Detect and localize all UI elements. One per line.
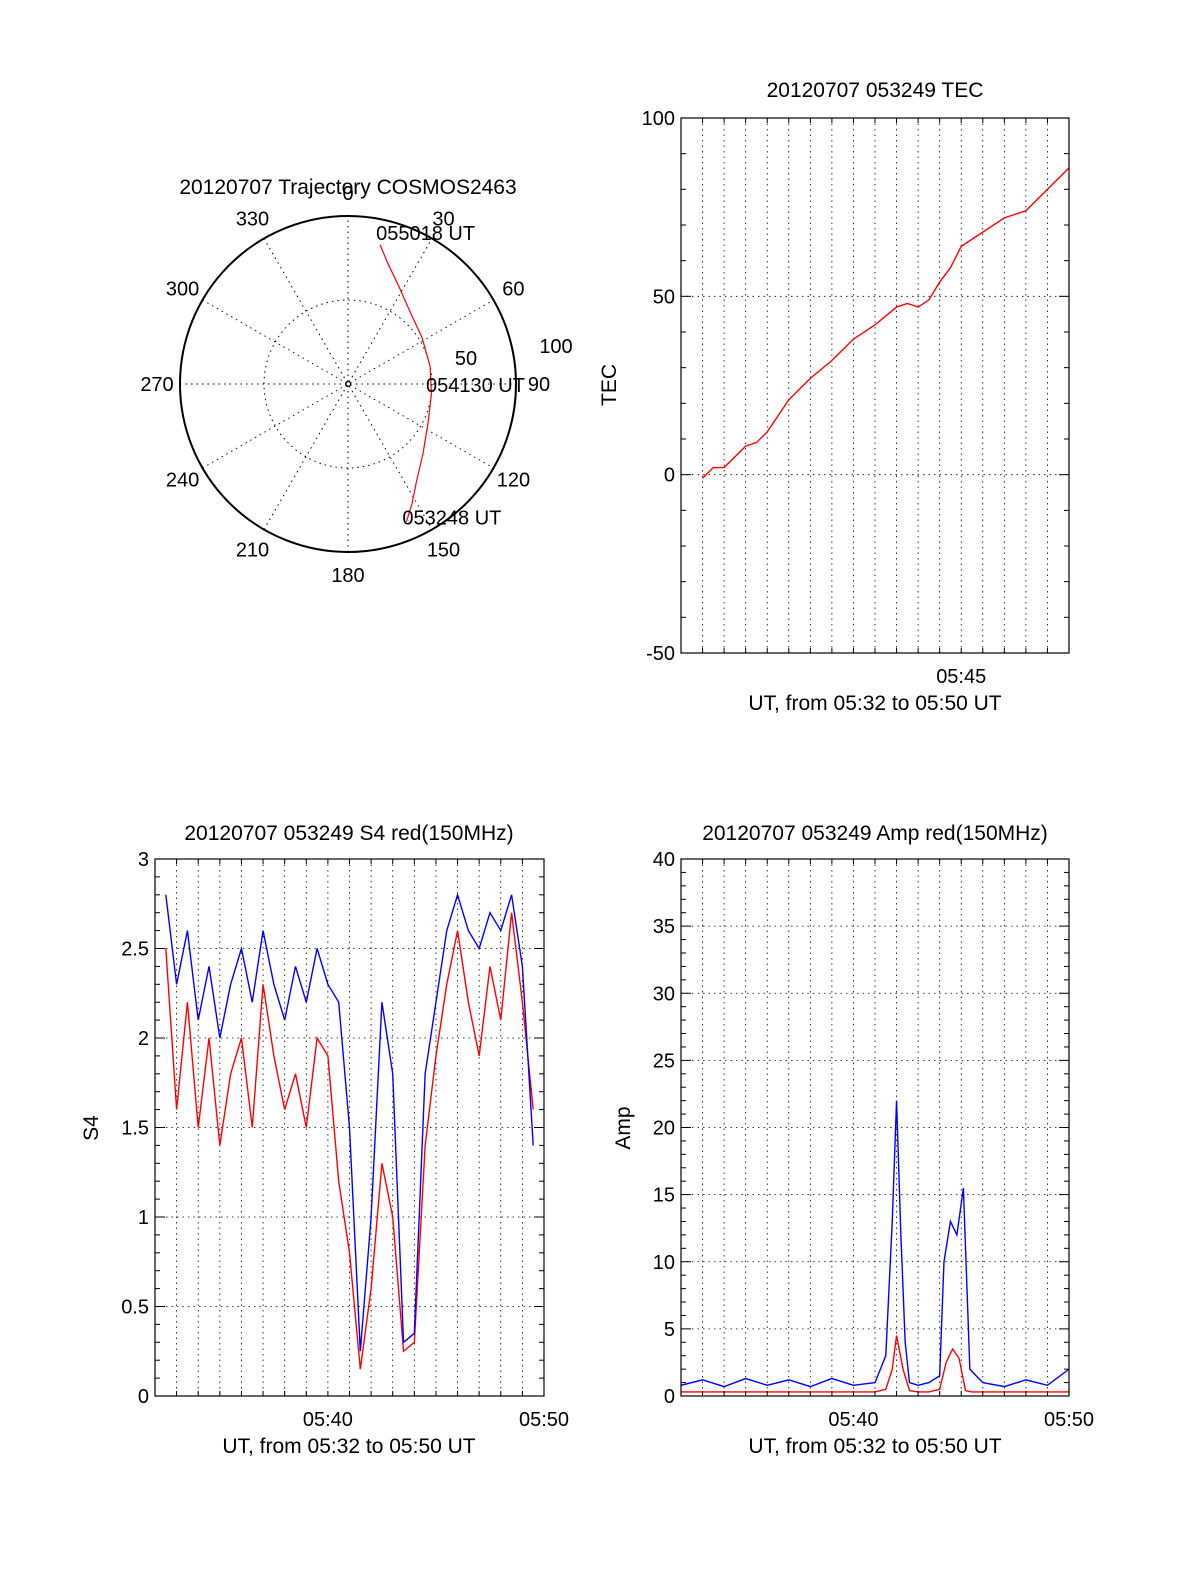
s4-x-tick-labels: 05:40 05:50 [303, 1409, 569, 1431]
tec-panel: 20120707 053249 TEC 100 50 0 -50 05:45 UT, … [598, 79, 1070, 715]
amp-series-line-1 [681, 1100, 1069, 1388]
s4-y-tick-label-2: 2 [138, 1028, 149, 1050]
tec-y-tick-labels: 100 50 0 -50 [642, 108, 675, 665]
amp-series [681, 1100, 1069, 1393]
tec-series [702, 167, 1069, 479]
tec-tick-marks [680, 117, 1070, 654]
s4-x-axis-label: UT, from 05:32 to 05:50 UT [222, 1435, 475, 1458]
s4-y-tick-label-3: 3 [138, 849, 149, 871]
amp-grid [681, 859, 1069, 1396]
amp-y-tick-label-40: 40 [653, 849, 675, 871]
polar-azimuth-label-120: 120 [497, 470, 530, 492]
s4-y-tick-label-1.5: 1.5 [121, 1118, 149, 1140]
amp-y-tick-label-15: 15 [653, 1185, 675, 1207]
s4-y-tick-label-2.5: 2.5 [121, 939, 149, 961]
tec-x-tick-labels: 05:45 [936, 666, 986, 688]
polar-spoke-150 [263, 238, 433, 530]
amp-y-tick-label-0: 0 [664, 1386, 675, 1408]
polar-outer-ring [179, 215, 517, 553]
polar-annotation-1: 054130 UT [426, 375, 525, 397]
s4-panel: 20120707 053249 S4 red(150MHz) 3 2.5 2 1.5 1… [80, 822, 569, 1458]
tec-y-tick-label--50: -50 [646, 643, 675, 665]
amp-y-tick-label-35: 35 [653, 916, 675, 938]
polar-annotations: 055018 UT 054130 UT 053248 UT [376, 223, 525, 530]
polar-azimuth-label-210: 210 [236, 539, 269, 561]
polar-center-mark [345, 381, 351, 387]
polar-trajectory-panel: 20120707 Trajectory COSMOS2463 0 30 60 90 12… [140, 176, 572, 587]
s4-series-line-1 [165, 892, 534, 1352]
tec-series-line-0 [702, 167, 1069, 479]
polar-annotation-2: 053248 UT [402, 508, 501, 530]
amp-x-tick-label: 05:40 [828, 1409, 878, 1431]
tec-y-tick-label-50: 50 [653, 286, 675, 308]
polar-azimuth-label-240: 240 [166, 470, 199, 492]
polar-series [379, 244, 432, 522]
amp-y-tick-label-25: 25 [653, 1050, 675, 1072]
polar-azimuth-label-60: 60 [502, 279, 524, 301]
s4-y-tick-label-0: 0 [138, 1386, 149, 1408]
s4-y-tick-labels: 3 2.5 2 1.5 1 0.5 0 [121, 849, 149, 1408]
s4-y-axis-label: S4 [80, 1115, 103, 1141]
polar-radial-label-100: 100 [539, 336, 572, 358]
polar-azimuth-label-0: 0 [342, 183, 353, 205]
polar-azimuth-label-30: 30 [432, 209, 454, 231]
polar-azimuth-label-330: 330 [236, 209, 269, 231]
s4-series-line-0 [165, 912, 534, 1370]
tec-title: 20120707 053249 TEC [767, 79, 984, 102]
amp-panel: 20120707 053249 Amp red(150MHz) 40 35 30 25… [612, 822, 1094, 1458]
polar-azimuth-label-150: 150 [427, 539, 460, 561]
tec-plot-frame [680, 117, 1070, 654]
s4-series [165, 892, 534, 1370]
s4-x-tick-label: 05:50 [519, 1409, 569, 1431]
polar-ring-50 [263, 299, 433, 469]
amp-tick-marks [680, 858, 1070, 1397]
polar-trajectory-line-0 [379, 244, 432, 522]
amp-x-axis-label: UT, from 05:32 to 05:50 UT [748, 1435, 1001, 1458]
s4-tick-marks [154, 858, 545, 1397]
polar-azimuth-label-180: 180 [331, 565, 364, 587]
polar-spoke-60 [202, 299, 494, 469]
tec-y-tick-label-0: 0 [664, 465, 675, 487]
s4-title: 20120707 053249 S4 red(150MHz) [184, 822, 513, 845]
polar-spoke-120 [202, 299, 494, 469]
polar-title: 20120707 Trajectory COSMOS2463 [179, 176, 516, 199]
tec-x-axis-label: UT, from 05:32 to 05:50 UT [748, 692, 1001, 715]
amp-x-tick-labels: 05:40 05:50 [828, 1409, 1094, 1431]
polar-azimuth-label-90: 90 [528, 374, 550, 396]
tec-grid [681, 118, 1069, 653]
amp-y-axis-label: Amp [612, 1106, 635, 1149]
amp-y-tick-label-30: 30 [653, 983, 675, 1005]
s4-y-tick-label-0.5: 0.5 [121, 1297, 149, 1319]
polar-azimuth-label-300: 300 [166, 279, 199, 301]
polar-annotation-0: 055018 UT [376, 223, 475, 245]
polar-azimuth-label-270: 270 [140, 374, 173, 396]
polar-grid [180, 216, 516, 552]
amp-title: 20120707 053249 Amp red(150MHz) [702, 822, 1048, 845]
amp-x-tick-label: 05:50 [1044, 1409, 1094, 1431]
amp-y-tick-labels: 40 35 30 25 20 15 10 5 0 [653, 849, 675, 1408]
s4-y-tick-label-1: 1 [138, 1207, 149, 1229]
amp-y-tick-label-5: 5 [664, 1319, 675, 1341]
polar-spoke-30 [263, 238, 433, 530]
tec-x-tick-label: 05:45 [936, 666, 986, 688]
tec-y-axis-label: TEC [598, 364, 621, 406]
tec-y-tick-label-100: 100 [642, 108, 675, 130]
amp-y-tick-label-20: 20 [653, 1118, 675, 1140]
s4-x-tick-label: 05:40 [303, 1409, 353, 1431]
polar-azimuth-labels: 0 30 60 90 120 150 180 210 240 270 300 330 [140, 183, 550, 587]
polar-radial-label-50: 50 [455, 348, 477, 370]
amp-y-tick-label-10: 10 [653, 1252, 675, 1274]
